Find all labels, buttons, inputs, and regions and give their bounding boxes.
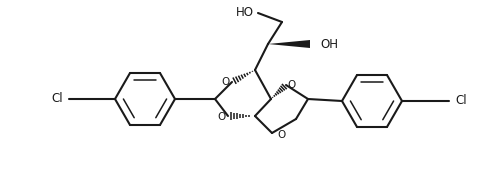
Text: O: O <box>288 80 296 90</box>
Text: HO: HO <box>236 6 254 19</box>
Text: O: O <box>277 130 285 140</box>
Polygon shape <box>268 40 310 48</box>
Text: O: O <box>222 77 230 87</box>
Text: OH: OH <box>320 37 338 50</box>
Text: Cl: Cl <box>455 94 467 108</box>
Text: O: O <box>218 112 226 122</box>
Text: Cl: Cl <box>51 92 63 105</box>
